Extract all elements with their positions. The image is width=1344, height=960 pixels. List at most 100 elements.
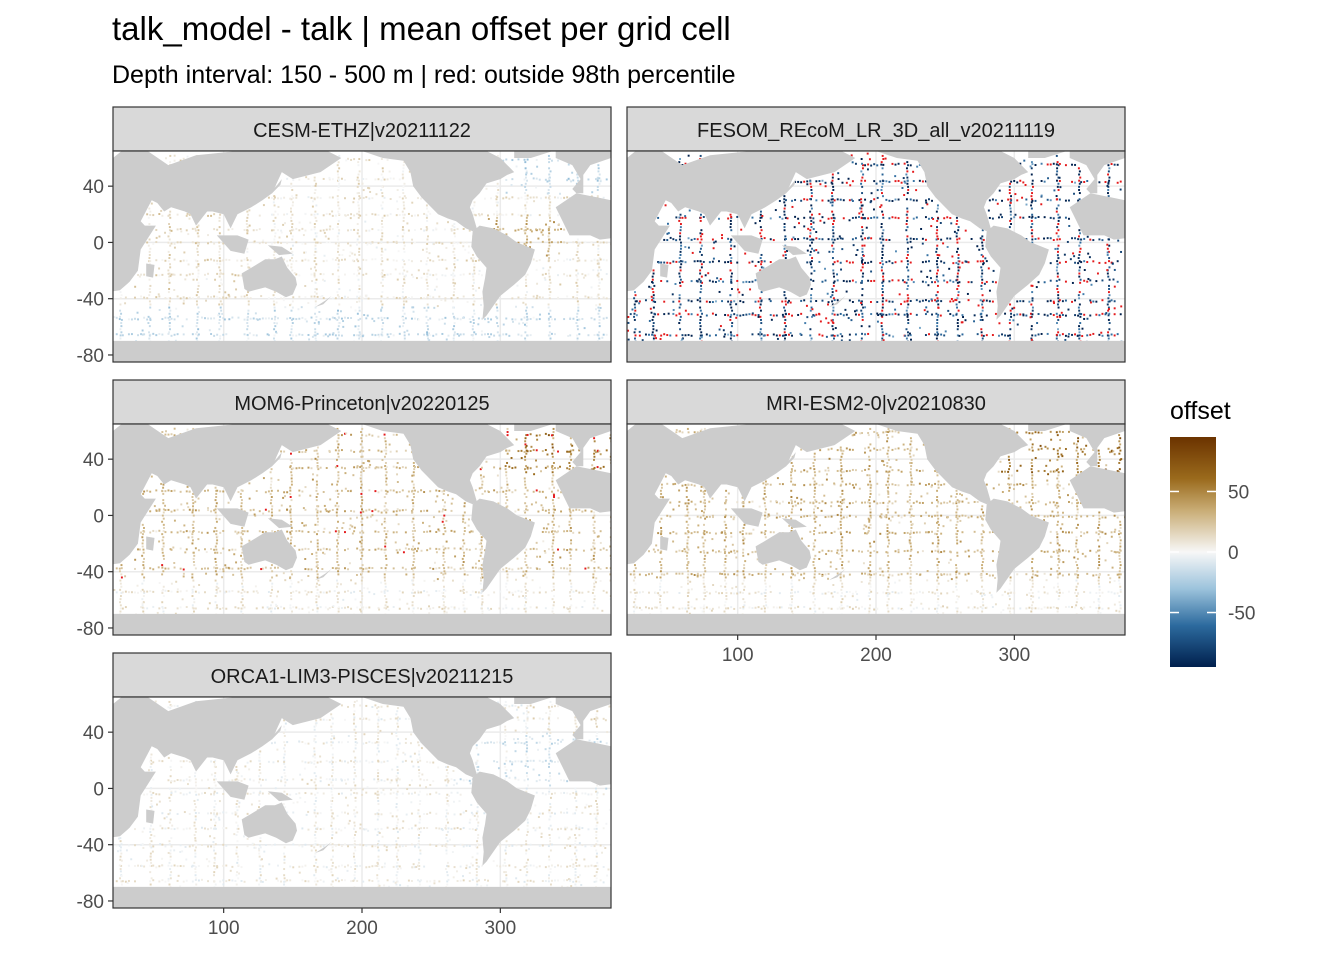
data-cell (423, 333, 426, 336)
data-cell (353, 272, 356, 275)
data-cell (333, 317, 336, 320)
data-cell (1108, 300, 1111, 303)
data-cell (192, 508, 195, 511)
data-cell (340, 334, 343, 337)
data-cell (1030, 328, 1033, 331)
data-cell (246, 229, 249, 232)
data-cell (576, 300, 579, 303)
data-cell (678, 219, 681, 222)
data-cell (936, 272, 938, 275)
data-cell (888, 180, 891, 183)
data-cell (511, 178, 514, 181)
data-cell (420, 276, 423, 279)
data-cell (381, 269, 384, 272)
data-cell (243, 258, 246, 261)
data-cell (347, 214, 349, 217)
data-cell (218, 288, 221, 290)
data-cell (806, 316, 809, 319)
data-cell (598, 257, 601, 260)
data-cell (981, 300, 984, 303)
data-cell (262, 239, 265, 242)
data-cell (317, 505, 320, 508)
data-cell (410, 242, 413, 245)
data-cell (267, 607, 270, 610)
data-cell (572, 531, 575, 534)
data-cell (243, 568, 246, 571)
data-cell (699, 250, 702, 253)
data-cell (508, 567, 511, 570)
data-cell (654, 300, 657, 303)
data-cell (168, 229, 171, 232)
data-cell (605, 297, 608, 300)
data-cell (634, 328, 637, 331)
data-cell (447, 566, 450, 569)
data-cell (381, 226, 384, 229)
data-cell (161, 589, 164, 592)
data-cell (271, 582, 274, 585)
data-cell (380, 333, 383, 336)
data-cell (358, 253, 361, 256)
data-cell (831, 182, 834, 185)
data-cell (700, 288, 703, 290)
data-cell (684, 216, 687, 219)
data-cell (191, 590, 194, 593)
data-cell (1083, 269, 1086, 272)
data-cell (821, 179, 824, 182)
data-cell (305, 251, 307, 254)
data-cell (1107, 173, 1110, 176)
data-cell (496, 331, 499, 334)
data-cell (895, 250, 897, 253)
data-cell (168, 281, 171, 284)
data-cell (162, 545, 165, 548)
data-cell (577, 244, 580, 247)
data-cell (681, 338, 684, 341)
data-cell (194, 607, 197, 610)
data-cell (575, 275, 578, 278)
data-cell (442, 545, 445, 548)
data-cell (463, 530, 466, 533)
data-cell (222, 242, 225, 245)
data-cell (197, 253, 200, 256)
data-cell (593, 604, 596, 607)
data-cell (246, 259, 249, 262)
data-cell (549, 291, 552, 294)
data-cell (552, 533, 555, 536)
data-cell (480, 588, 483, 591)
data-cell (465, 548, 468, 551)
data-cell (322, 297, 325, 300)
data-cell (454, 282, 457, 285)
data-cell (315, 449, 318, 452)
data-cell (222, 529, 225, 532)
data-cell (543, 277, 546, 280)
data-cell (361, 517, 364, 520)
data-cell (196, 250, 199, 253)
data-cell (783, 315, 786, 318)
data-cell (980, 253, 983, 256)
data-cell (121, 334, 124, 337)
data-cell (435, 285, 438, 288)
data-cell (412, 275, 415, 278)
data-cell (708, 279, 711, 282)
data-cell (404, 196, 407, 199)
data-cell (170, 590, 173, 593)
data-cell (570, 443, 572, 446)
data-cell (215, 573, 218, 576)
data-cell (860, 235, 863, 238)
data-cell (253, 240, 256, 243)
data-cell (269, 579, 272, 582)
data-cell (1016, 313, 1019, 316)
data-cell (423, 530, 426, 533)
data-cell (557, 530, 559, 533)
data-cell (730, 244, 733, 247)
data-cell (361, 427, 364, 430)
data-cell (593, 334, 596, 337)
data-cell (799, 332, 802, 335)
data-cell (480, 591, 483, 594)
data-cell (336, 489, 339, 492)
data-cell (167, 214, 170, 217)
data-cell (526, 590, 529, 592)
data-cell (258, 318, 261, 321)
data-cell (1074, 261, 1077, 264)
data-cell (499, 213, 502, 216)
data-cell (380, 240, 383, 243)
